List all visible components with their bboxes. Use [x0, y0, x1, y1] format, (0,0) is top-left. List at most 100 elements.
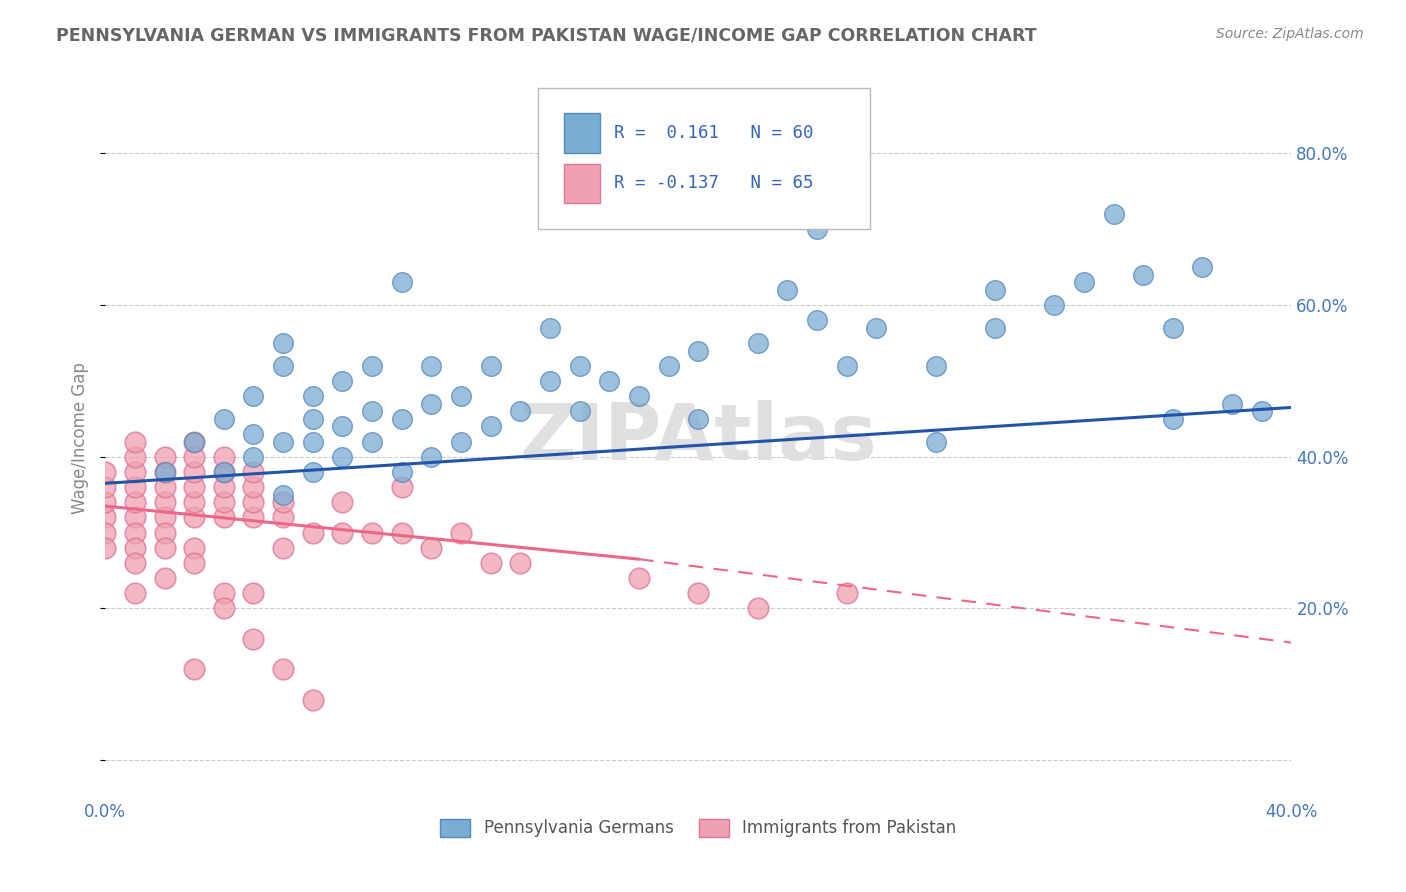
Point [984, 320, 1007, 334]
Point [806, 313, 828, 327]
Point [568, 404, 591, 418]
Point [124, 465, 146, 479]
Point [271, 335, 294, 350]
Point [747, 335, 769, 350]
Point [242, 450, 264, 464]
FancyBboxPatch shape [564, 163, 600, 203]
Point [420, 450, 443, 464]
Point [1102, 207, 1125, 221]
Point [271, 510, 294, 524]
Point [271, 488, 294, 502]
Point [183, 510, 205, 524]
Point [332, 495, 354, 509]
Point [183, 662, 205, 676]
Point [242, 586, 264, 600]
Point [391, 480, 413, 494]
Point [94, 495, 117, 509]
Point [124, 434, 146, 449]
Point [153, 465, 176, 479]
Point [212, 450, 235, 464]
Point [688, 586, 710, 600]
Point [747, 601, 769, 615]
Point [153, 480, 176, 494]
Point [1250, 404, 1272, 418]
Point [598, 374, 620, 388]
Point [183, 450, 205, 464]
Point [212, 601, 235, 615]
Point [391, 412, 413, 426]
Point [479, 419, 502, 434]
Point [627, 571, 650, 585]
Point [271, 662, 294, 676]
Point [212, 480, 235, 494]
Point [124, 525, 146, 540]
Point [212, 465, 235, 479]
Point [94, 525, 117, 540]
Point [153, 495, 176, 509]
Point [1191, 260, 1213, 274]
Point [124, 480, 146, 494]
Point [271, 359, 294, 373]
Point [479, 556, 502, 570]
Point [153, 510, 176, 524]
Point [301, 692, 323, 706]
Point [806, 222, 828, 236]
Point [153, 571, 176, 585]
Point [420, 541, 443, 555]
Point [332, 374, 354, 388]
Point [332, 419, 354, 434]
Point [124, 510, 146, 524]
Point [124, 450, 146, 464]
Point [391, 275, 413, 289]
Point [124, 541, 146, 555]
Point [1132, 268, 1154, 282]
Point [658, 359, 681, 373]
Point [420, 397, 443, 411]
Point [183, 495, 205, 509]
Point [301, 525, 323, 540]
Point [420, 359, 443, 373]
Point [450, 389, 472, 403]
Point [94, 541, 117, 555]
Point [183, 556, 205, 570]
Point [242, 480, 264, 494]
Point [924, 434, 946, 449]
Point [94, 510, 117, 524]
Point [212, 495, 235, 509]
Point [865, 320, 887, 334]
Point [301, 389, 323, 403]
Point [568, 359, 591, 373]
Point [509, 404, 531, 418]
Point [332, 525, 354, 540]
FancyBboxPatch shape [538, 88, 870, 228]
Legend: Pennsylvania Germans, Immigrants from Pakistan: Pennsylvania Germans, Immigrants from Pa… [434, 812, 963, 844]
Text: Source: ZipAtlas.com: Source: ZipAtlas.com [1216, 27, 1364, 41]
Text: PENNSYLVANIA GERMAN VS IMMIGRANTS FROM PAKISTAN WAGE/INCOME GAP CORRELATION CHAR: PENNSYLVANIA GERMAN VS IMMIGRANTS FROM P… [56, 27, 1036, 45]
Point [94, 480, 117, 494]
Point [212, 412, 235, 426]
Point [153, 450, 176, 464]
Point [183, 434, 205, 449]
Point [361, 434, 384, 449]
Point [212, 586, 235, 600]
Point [153, 541, 176, 555]
Point [242, 510, 264, 524]
Point [153, 525, 176, 540]
Point [450, 525, 472, 540]
Point [183, 480, 205, 494]
Text: R =  0.161   N = 60: R = 0.161 N = 60 [614, 124, 814, 142]
Point [242, 427, 264, 442]
Text: R = -0.137   N = 65: R = -0.137 N = 65 [614, 174, 814, 193]
Point [538, 374, 561, 388]
Point [124, 556, 146, 570]
Point [301, 434, 323, 449]
Point [391, 525, 413, 540]
Point [538, 320, 561, 334]
Point [301, 465, 323, 479]
Point [242, 632, 264, 646]
Point [835, 359, 858, 373]
Y-axis label: Wage/Income Gap: Wage/Income Gap [72, 362, 89, 514]
Point [271, 541, 294, 555]
Point [1073, 275, 1095, 289]
Point [835, 586, 858, 600]
